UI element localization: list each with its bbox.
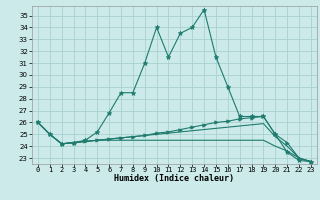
X-axis label: Humidex (Indice chaleur): Humidex (Indice chaleur) [115,174,234,183]
